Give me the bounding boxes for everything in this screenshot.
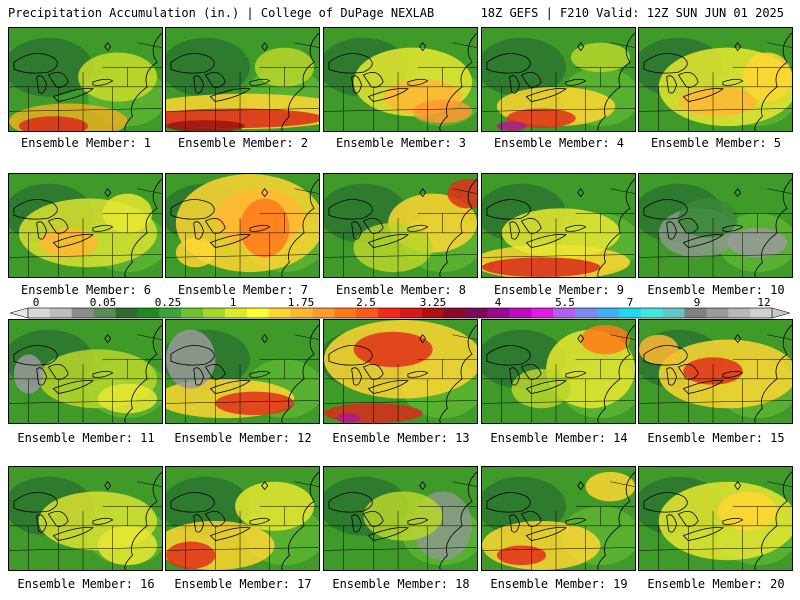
colorbar-swatch <box>706 308 729 318</box>
colorbar-tick-label: 9 <box>693 296 701 309</box>
colorbar-tick-label: 12 <box>757 296 771 309</box>
ensemble-member-map <box>638 466 793 571</box>
ensemble-member-label: Ensemble Member: 18 <box>332 577 470 591</box>
colorbar-tick-label: 0.25 <box>154 296 182 309</box>
ensemble-member-label: Ensemble Member: 19 <box>490 577 628 591</box>
ensemble-member-label: Ensemble Member: 17 <box>174 577 312 591</box>
colorbar-swatch <box>181 308 204 318</box>
ensemble-member-map <box>481 173 636 278</box>
colorbar-tick-label: 7 <box>626 296 634 309</box>
ensemble-member-label: Ensemble Member: 12 <box>174 431 312 445</box>
ensemble-member-map <box>8 27 163 132</box>
colorbar-swatch <box>553 308 576 318</box>
colorbar-tick-label: 1.75 <box>287 296 315 309</box>
colorbar-swatch <box>400 308 423 318</box>
colorbar-swatch <box>640 308 663 318</box>
ensemble-member-map <box>323 27 478 132</box>
colorbar-swatch <box>596 308 620 318</box>
ensemble-member-map <box>8 319 163 424</box>
colorbar-swatch <box>421 308 445 318</box>
ensemble-member-label: Ensemble Member: 9 <box>493 283 625 297</box>
colorbar-swatch <box>618 308 641 318</box>
ensemble-member-map <box>8 466 163 571</box>
ensemble-member-map <box>165 466 320 571</box>
ensemble-member-label: Ensemble Member: 13 <box>332 431 470 445</box>
precipitation-colorbar <box>10 307 790 319</box>
ensemble-member-map <box>323 173 478 278</box>
colorbar-swatch <box>203 308 226 318</box>
model-run-info: 18Z GEFS | F210 Valid: 12Z SUN JUN 01 20… <box>480 6 784 20</box>
ensemble-member-map <box>323 466 478 571</box>
colorbar-left-arrow <box>10 307 29 319</box>
colorbar-swatch <box>662 308 685 318</box>
colorbar-swatch <box>159 308 182 318</box>
colorbar-swatch <box>443 308 466 318</box>
colorbar-swatch <box>356 308 379 318</box>
ensemble-member-map <box>481 319 636 424</box>
colorbar-swatch <box>93 308 116 318</box>
ensemble-member-map <box>165 319 320 424</box>
ensemble-member-label: Ensemble Member: 3 <box>335 136 467 150</box>
ensemble-member-label: Ensemble Member: 10 <box>647 283 785 297</box>
ensemble-member-label: Ensemble Member: 11 <box>17 431 155 445</box>
colorbar-swatch <box>531 308 554 318</box>
ensemble-member-label: Ensemble Member: 16 <box>17 577 155 591</box>
colorbar-swatch <box>312 308 335 318</box>
ensemble-member-label: Ensemble Member: 8 <box>335 283 467 297</box>
colorbar-swatch <box>334 308 357 318</box>
colorbar-tick-label: 0 <box>32 296 40 309</box>
colorbar-swatch <box>509 308 532 318</box>
colorbar-swatch <box>684 308 707 318</box>
ensemble-member-map <box>638 319 793 424</box>
ensemble-member-label: Ensemble Member: 15 <box>647 431 785 445</box>
ensemble-member-label: Ensemble Member: 2 <box>177 136 309 150</box>
ensemble-member-map <box>481 466 636 571</box>
colorbar-right-arrow <box>771 307 790 319</box>
colorbar-tick-label: 5.5 <box>555 296 575 309</box>
colorbar-swatch <box>487 308 510 318</box>
map-title: Precipitation Accumulation (in.) | Colle… <box>8 6 435 20</box>
ensemble-member-map <box>8 173 163 278</box>
ensemble-member-map <box>323 319 478 424</box>
colorbar-swatch <box>268 308 291 318</box>
ensemble-member-label: Ensemble Member: 4 <box>493 136 625 150</box>
ensemble-member-map <box>165 27 320 132</box>
colorbar-tick-label: 2.5 <box>356 296 376 309</box>
colorbar-swatch <box>28 308 51 318</box>
ensemble-member-label: Ensemble Member: 14 <box>490 431 628 445</box>
colorbar-tick-label: 0.05 <box>89 296 117 309</box>
colorbar-swatch <box>246 308 269 318</box>
ensemble-member-map <box>638 27 793 132</box>
ensemble-member-map <box>481 27 636 132</box>
colorbar-swatch <box>728 308 751 318</box>
ensemble-member-label: Ensemble Member: 7 <box>177 283 309 297</box>
ensemble-member-label: Ensemble Member: 1 <box>20 136 152 150</box>
colorbar-swatch <box>575 308 598 318</box>
ensemble-member-label: Ensemble Member: 6 <box>20 283 152 297</box>
colorbar-swatch <box>49 308 73 318</box>
colorbar-swatch <box>71 308 94 318</box>
colorbar-swatch <box>115 308 138 318</box>
colorbar-tick-label: 4 <box>494 296 502 309</box>
ensemble-member-map <box>638 173 793 278</box>
colorbar-swatch <box>137 308 160 318</box>
colorbar-swatch <box>378 308 401 318</box>
colorbar-tick-label: 1 <box>229 296 237 309</box>
colorbar-swatch <box>290 308 313 318</box>
ensemble-member-label: Ensemble Member: 20 <box>647 577 785 591</box>
colorbar-swatch <box>465 308 488 318</box>
colorbar-tick-label: 3.25 <box>419 296 447 309</box>
ensemble-member-map <box>165 173 320 278</box>
colorbar-swatch <box>750 308 773 318</box>
ensemble-member-label: Ensemble Member: 5 <box>650 136 782 150</box>
colorbar-swatch <box>224 308 248 318</box>
